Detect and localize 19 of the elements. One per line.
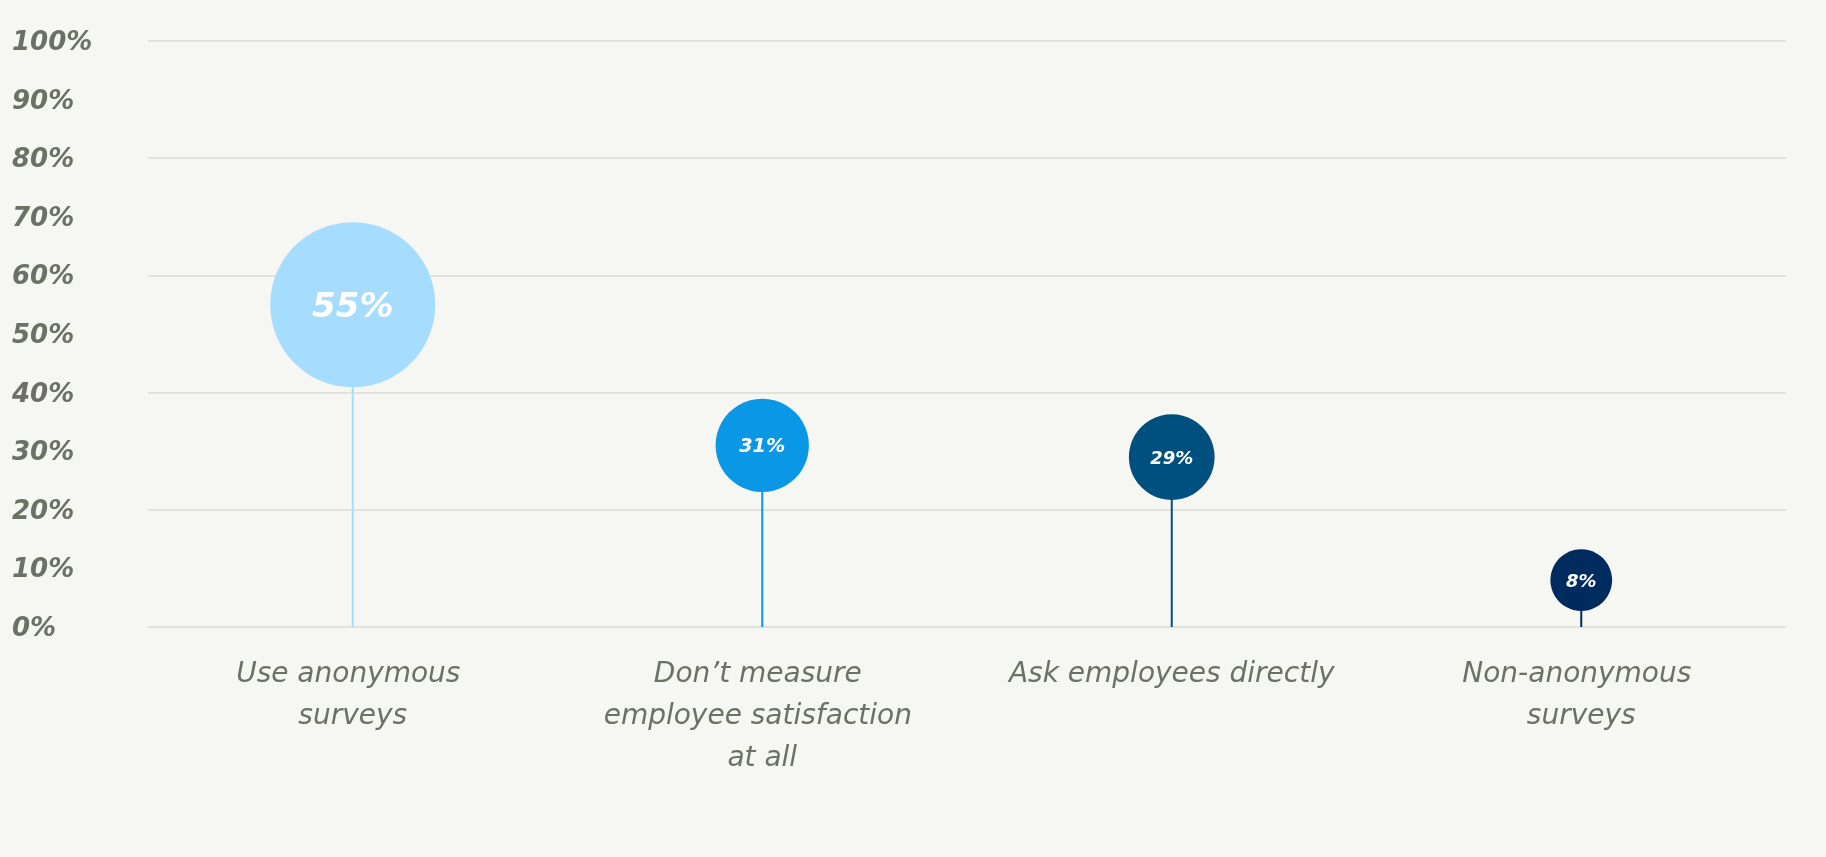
y-tick-label: 50% (12, 319, 75, 349)
y-tick-label: 0% (12, 612, 57, 642)
y-tick-label: 80% (12, 143, 75, 174)
data-label: 8% (1565, 569, 1597, 591)
y-tick-label: 20% (12, 494, 75, 525)
y-tick-label: 60% (12, 260, 75, 291)
data-label: 31% (739, 433, 786, 457)
y-tick-label: 70% (12, 201, 75, 232)
y-tick-label: 100% (12, 26, 93, 56)
y-tick-label: 30% (12, 436, 75, 467)
y-tick-label: 90% (12, 84, 75, 115)
x-tick-label: Ask employees directly (1006, 655, 1335, 689)
x-tick-label: Don’t measure employee satisfaction at all (603, 655, 921, 773)
x-tick-label: Non-anonymous surveys (1462, 655, 1701, 731)
y-tick-label: 40% (11, 377, 75, 408)
y-tick-label: 10% (12, 553, 75, 584)
data-label: 29% (1150, 446, 1194, 468)
x-tick-label: Use anonymous surveys (236, 655, 470, 731)
data-label: 55% (312, 284, 394, 325)
